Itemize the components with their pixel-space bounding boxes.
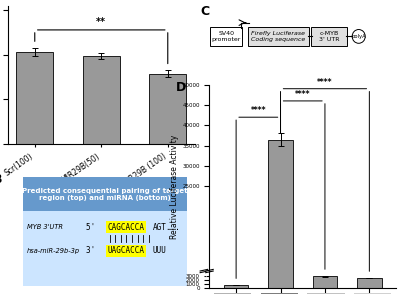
Circle shape: [352, 29, 365, 43]
Text: C: C: [200, 5, 209, 18]
FancyBboxPatch shape: [261, 293, 298, 294]
Y-axis label: Relative Luciferase Activity: Relative Luciferase Activity: [170, 134, 180, 238]
Text: MYB 3'UTR: MYB 3'UTR: [27, 224, 63, 230]
Text: D: D: [176, 81, 186, 93]
Bar: [357, 278, 382, 288]
Bar: [268, 140, 293, 288]
Text: 5'  ....: 5' ....: [86, 223, 128, 232]
Text: Predicted consequential pairing of target
region (top) and miRNA (bottom): Predicted consequential pairing of targe…: [22, 188, 188, 201]
FancyBboxPatch shape: [307, 293, 345, 294]
FancyBboxPatch shape: [23, 178, 187, 211]
Text: ****: ****: [250, 106, 266, 115]
Bar: [16, 52, 53, 144]
FancyBboxPatch shape: [23, 211, 187, 286]
FancyBboxPatch shape: [354, 293, 391, 294]
FancyBboxPatch shape: [210, 26, 242, 46]
Text: **: **: [96, 17, 106, 27]
Text: ****: ****: [317, 78, 333, 87]
Text: B: B: [0, 173, 2, 186]
Text: UUU: UUU: [152, 246, 166, 255]
FancyBboxPatch shape: [214, 293, 252, 294]
Text: polyA: polyA: [351, 34, 366, 39]
Text: hsa-miR-29b-3p: hsa-miR-29b-3p: [27, 248, 80, 254]
Text: Firefly Luciferase
Coding sequence: Firefly Luciferase Coding sequence: [251, 31, 306, 42]
Bar: [313, 276, 337, 288]
Text: AGT...: AGT...: [152, 223, 180, 232]
Text: CAGCACCA: CAGCACCA: [108, 223, 145, 232]
Bar: [83, 56, 120, 144]
Text: 3': 3': [86, 246, 128, 255]
Text: UAGCACCA: UAGCACCA: [108, 246, 145, 255]
Text: SV40
promoter: SV40 promoter: [212, 31, 241, 42]
Text: c-MYB
3' UTR: c-MYB 3' UTR: [318, 31, 339, 42]
FancyBboxPatch shape: [248, 26, 309, 46]
Bar: [150, 74, 186, 144]
Bar: [224, 285, 248, 288]
FancyBboxPatch shape: [311, 26, 346, 46]
Text: ****: ****: [295, 90, 310, 99]
